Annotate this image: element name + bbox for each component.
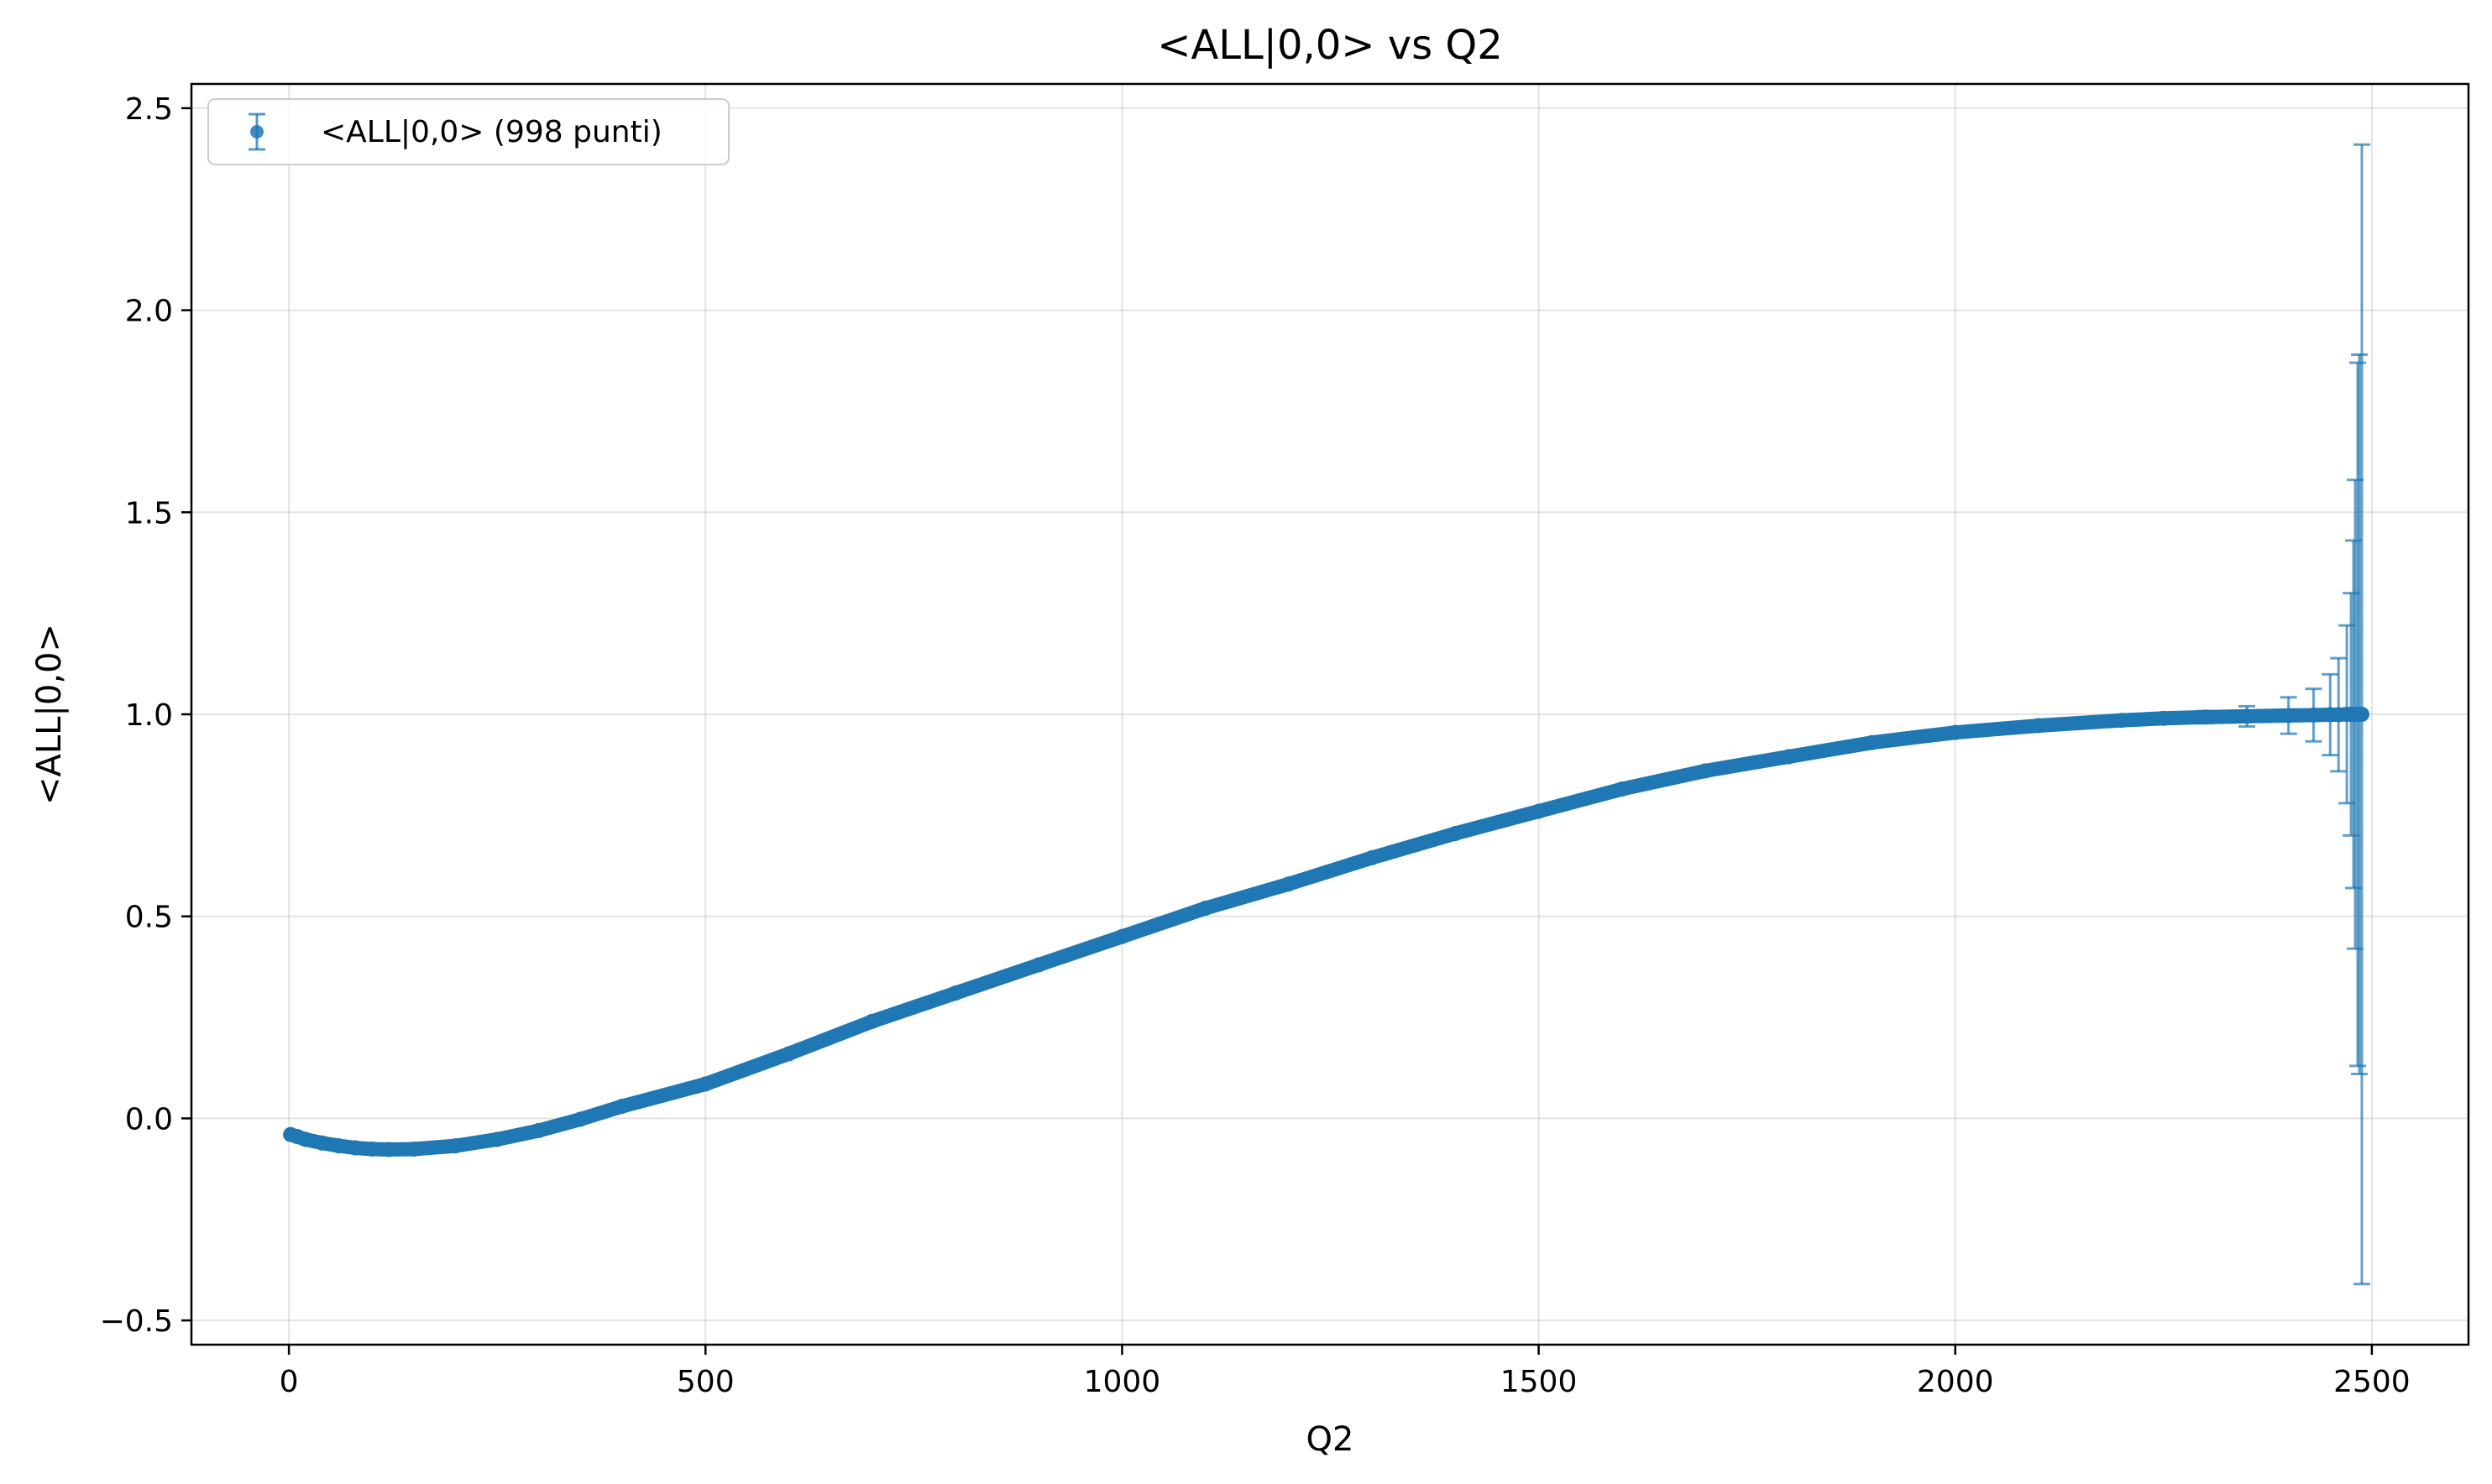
x-axis-ticks: 0 500 1000 1500 2000 2500 <box>280 1345 2411 1399</box>
data-point <box>1781 749 1797 765</box>
data-point <box>331 1138 347 1154</box>
data-point <box>1947 724 1963 740</box>
legend-box <box>207 98 730 165</box>
data-point <box>297 1131 313 1147</box>
data-point <box>1531 803 1547 819</box>
y-tick-label: 0.0 <box>125 1102 173 1137</box>
y-tick-label: 1.0 <box>125 698 173 733</box>
data-point <box>1614 781 1630 797</box>
grid <box>191 84 2468 1345</box>
data-points <box>283 707 2369 1157</box>
data-point <box>1114 928 1130 944</box>
y-tick-label: 2.0 <box>125 295 173 329</box>
x-axis-label: Q2 <box>1306 1420 1354 1459</box>
data-point <box>490 1131 505 1147</box>
data-point <box>2197 709 2213 725</box>
grid-y <box>191 107 2468 1322</box>
x-tick-label: 1000 <box>1084 1365 1161 1399</box>
x-tick-label: 2500 <box>2333 1365 2411 1399</box>
y-tick-label: 1.5 <box>125 496 173 530</box>
data-point <box>864 1013 880 1029</box>
x-tick-label: 500 <box>677 1365 735 1399</box>
data-point <box>1280 876 1296 892</box>
data-point <box>1031 957 1047 973</box>
x-tick-label: 1500 <box>1500 1365 1578 1399</box>
x-tick-label: 0 <box>280 1365 299 1399</box>
y-axis-label: <ALL|0,0> <box>30 624 69 805</box>
data-point <box>2353 707 2369 722</box>
data-point <box>1698 763 1714 779</box>
data-point <box>314 1135 330 1151</box>
y-tick-label: −0.5 <box>100 1304 173 1339</box>
data-point <box>1197 901 1213 917</box>
data-point <box>2114 713 2130 729</box>
data-point <box>364 1141 380 1157</box>
data-point <box>947 985 963 1001</box>
legend: <ALL|0,0> (998 punti) <box>207 98 730 165</box>
y-tick-label: 0.5 <box>125 901 173 935</box>
data-point <box>2280 708 2296 724</box>
data-point <box>698 1076 714 1092</box>
data-point <box>1448 826 1463 842</box>
data-point <box>448 1138 463 1154</box>
data-point <box>2239 708 2255 724</box>
legend-label: <ALL|0,0> (998 punti) <box>321 115 662 149</box>
data-point <box>2030 718 2046 734</box>
legend-marker-icon <box>249 112 265 151</box>
y-axis-ticks: −0.5 0.0 0.5 1.0 1.5 2.0 2.5 <box>100 92 191 1339</box>
data-point <box>573 1111 589 1127</box>
data-point <box>2155 710 2171 726</box>
y-tick-label: 2.5 <box>125 92 173 127</box>
data-point <box>2306 707 2322 723</box>
x-tick-label: 2000 <box>1917 1365 1994 1399</box>
chart-title: <ALL|0,0> vs Q2 <box>1157 22 1503 69</box>
data-point <box>615 1098 631 1114</box>
data-point <box>1364 849 1380 865</box>
data-point <box>406 1141 421 1157</box>
data-point <box>348 1140 364 1156</box>
data-point <box>1864 734 1880 750</box>
data-point <box>531 1122 547 1138</box>
data-point <box>381 1142 397 1157</box>
data-point <box>781 1046 797 1062</box>
